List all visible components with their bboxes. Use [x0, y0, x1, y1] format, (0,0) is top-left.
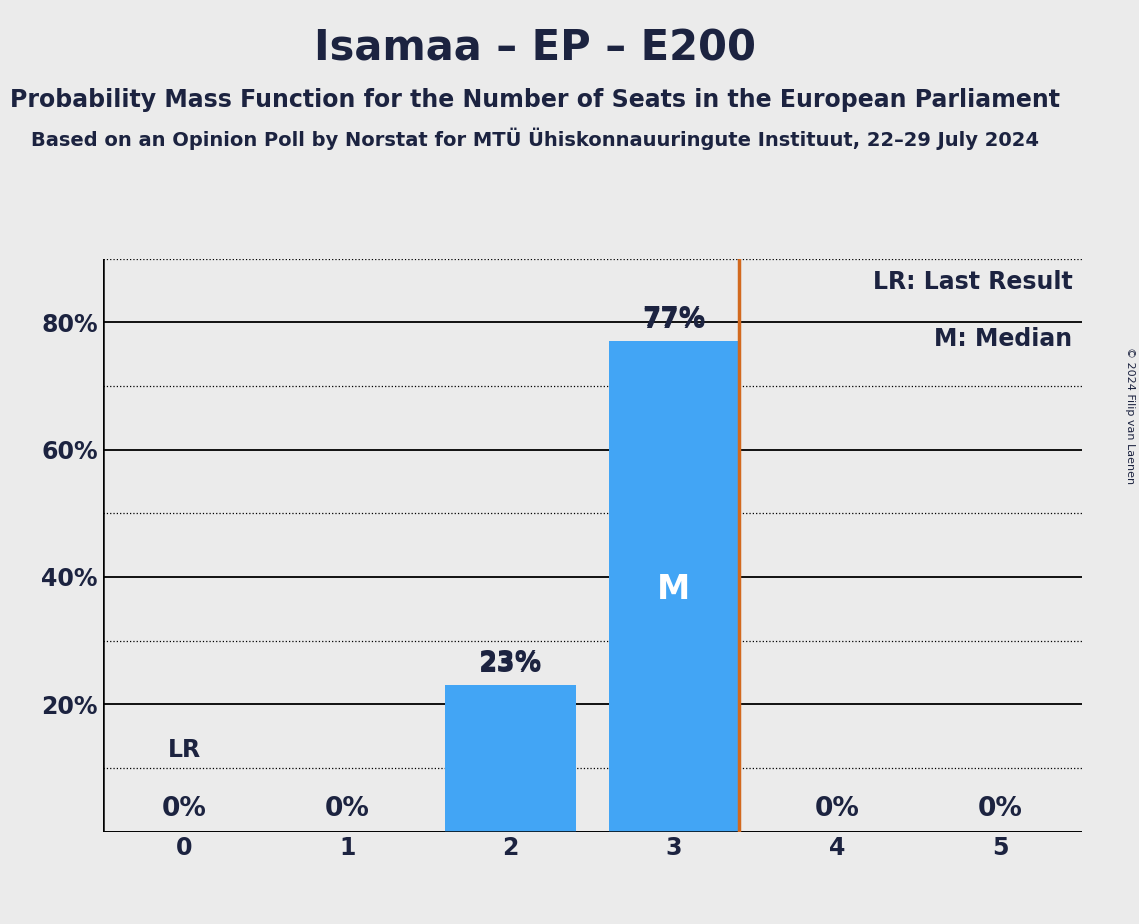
- Bar: [445, 686, 576, 832]
- Text: 0%: 0%: [162, 796, 206, 822]
- Text: 77%: 77%: [642, 308, 705, 334]
- Text: 23%: 23%: [480, 650, 542, 675]
- Text: © 2024 Filip van Laenen: © 2024 Filip van Laenen: [1125, 347, 1134, 484]
- Text: M: M: [657, 573, 690, 606]
- Text: Based on an Opinion Poll by Norstat for MTÜ Ühiskonnauuringute Instituut, 22–29 : Based on an Opinion Poll by Norstat for …: [32, 128, 1039, 150]
- Text: Probability Mass Function for the Number of Seats in the European Parliament: Probability Mass Function for the Number…: [10, 88, 1060, 112]
- Bar: [608, 342, 739, 832]
- Text: LR: LR: [167, 737, 200, 761]
- Text: 77%: 77%: [642, 306, 705, 332]
- Text: LR: Last Result: LR: Last Result: [872, 270, 1072, 294]
- Text: 0%: 0%: [978, 796, 1023, 822]
- Text: M: Median: M: Median: [934, 327, 1072, 351]
- Text: 0%: 0%: [325, 796, 370, 822]
- Text: 0%: 0%: [814, 796, 860, 822]
- Text: Isamaa – EP – E200: Isamaa – EP – E200: [314, 28, 756, 69]
- Text: 23%: 23%: [480, 651, 542, 677]
